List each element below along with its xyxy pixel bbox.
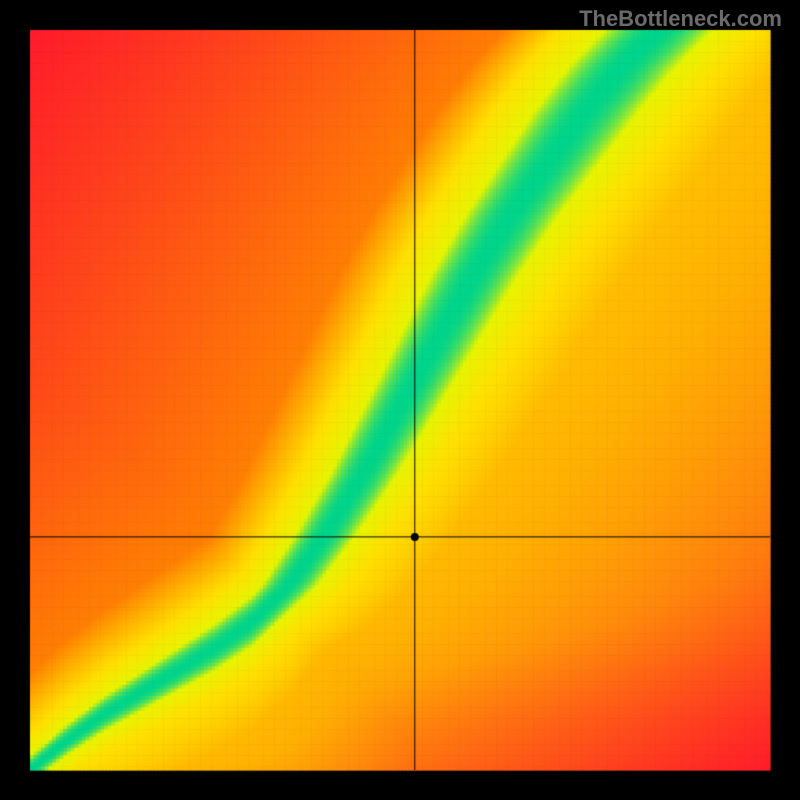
- heatmap-canvas: [0, 0, 800, 800]
- chart-container: TheBottleneck.com: [0, 0, 800, 800]
- watermark-text: TheBottleneck.com: [579, 6, 782, 32]
